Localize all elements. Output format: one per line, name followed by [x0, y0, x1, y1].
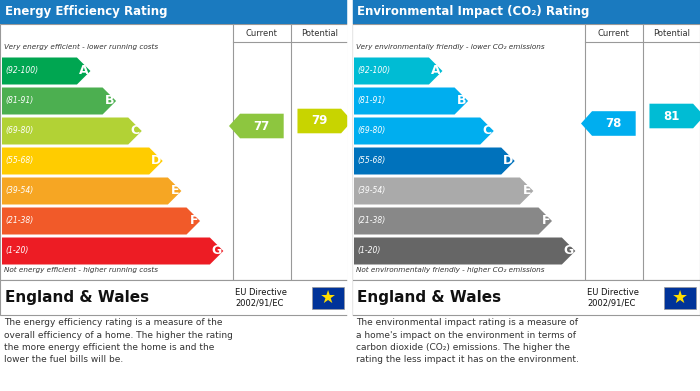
Text: Very environmentally friendly - lower CO₂ emissions: Very environmentally friendly - lower CO… [356, 44, 545, 50]
Bar [352, 280, 700, 315]
Text: (1-20): (1-20) [357, 246, 380, 255]
Bar [0, 280, 348, 315]
Bar [664, 287, 696, 308]
Text: 78: 78 [606, 117, 622, 130]
Text: ★: ★ [672, 289, 688, 307]
Polygon shape [354, 147, 514, 174]
Text: G: G [211, 244, 221, 258]
Bar [352, 24, 700, 280]
Text: (81-91): (81-91) [5, 97, 34, 106]
Text: A: A [430, 65, 440, 77]
Polygon shape [2, 118, 141, 145]
Text: Potential: Potential [301, 29, 338, 38]
Polygon shape [2, 88, 116, 115]
Bar [0, 0, 348, 24]
Text: F: F [190, 215, 198, 228]
Polygon shape [229, 114, 284, 138]
Polygon shape [2, 178, 181, 204]
Text: Environmental Impact (CO₂) Rating: Environmental Impact (CO₂) Rating [357, 5, 589, 18]
Text: C: C [131, 124, 140, 138]
Polygon shape [581, 111, 636, 136]
Polygon shape [354, 178, 533, 204]
Text: E: E [523, 185, 531, 197]
Text: Not environmentally friendly - higher CO₂ emissions: Not environmentally friendly - higher CO… [356, 267, 545, 273]
Text: (81-91): (81-91) [357, 97, 385, 106]
Text: (21-38): (21-38) [357, 217, 385, 226]
Text: (55-68): (55-68) [357, 156, 385, 165]
Polygon shape [2, 57, 90, 84]
Text: ★: ★ [320, 289, 336, 307]
Text: Very energy efficient - lower running costs: Very energy efficient - lower running co… [4, 44, 158, 50]
Text: EU Directive
2002/91/EC: EU Directive 2002/91/EC [235, 288, 287, 307]
Text: Potential: Potential [653, 29, 690, 38]
Text: (69-80): (69-80) [357, 127, 385, 136]
Text: (92-100): (92-100) [357, 66, 390, 75]
Text: D: D [503, 154, 512, 167]
Polygon shape [2, 208, 200, 235]
Text: (69-80): (69-80) [5, 127, 34, 136]
Polygon shape [2, 147, 162, 174]
Polygon shape [354, 118, 493, 145]
Bar [312, 287, 344, 308]
Text: 77: 77 [253, 120, 270, 133]
Text: Not energy efficient - higher running costs: Not energy efficient - higher running co… [4, 267, 158, 273]
Text: Energy Efficiency Rating: Energy Efficiency Rating [5, 5, 167, 18]
Text: G: G [563, 244, 573, 258]
Text: (39-54): (39-54) [357, 187, 385, 196]
Bar [0, 24, 348, 280]
Text: (92-100): (92-100) [5, 66, 38, 75]
Text: (1-20): (1-20) [5, 246, 29, 255]
Text: Current: Current [598, 29, 630, 38]
Polygon shape [354, 237, 575, 264]
Text: Current: Current [246, 29, 278, 38]
Text: (55-68): (55-68) [5, 156, 34, 165]
Text: B: B [104, 95, 114, 108]
Polygon shape [298, 109, 352, 133]
Polygon shape [354, 57, 442, 84]
Text: EU Directive
2002/91/EC: EU Directive 2002/91/EC [587, 288, 639, 307]
Polygon shape [650, 104, 700, 128]
Bar [352, 0, 700, 24]
Text: The energy efficiency rating is a measure of the
overall efficiency of a home. T: The energy efficiency rating is a measur… [4, 318, 233, 364]
Text: F: F [542, 215, 550, 228]
Text: D: D [150, 154, 161, 167]
Text: The environmental impact rating is a measure of
a home's impact on the environme: The environmental impact rating is a mea… [356, 318, 579, 364]
Polygon shape [2, 237, 223, 264]
Polygon shape [354, 88, 468, 115]
Text: A: A [79, 65, 88, 77]
Text: C: C [482, 124, 491, 138]
Text: B: B [456, 95, 466, 108]
Text: 81: 81 [663, 109, 680, 122]
Text: 79: 79 [311, 115, 328, 127]
Text: (21-38): (21-38) [5, 217, 34, 226]
Text: England & Wales: England & Wales [5, 290, 149, 305]
Polygon shape [354, 208, 552, 235]
Text: (39-54): (39-54) [5, 187, 34, 196]
Text: E: E [171, 185, 179, 197]
Text: England & Wales: England & Wales [357, 290, 501, 305]
